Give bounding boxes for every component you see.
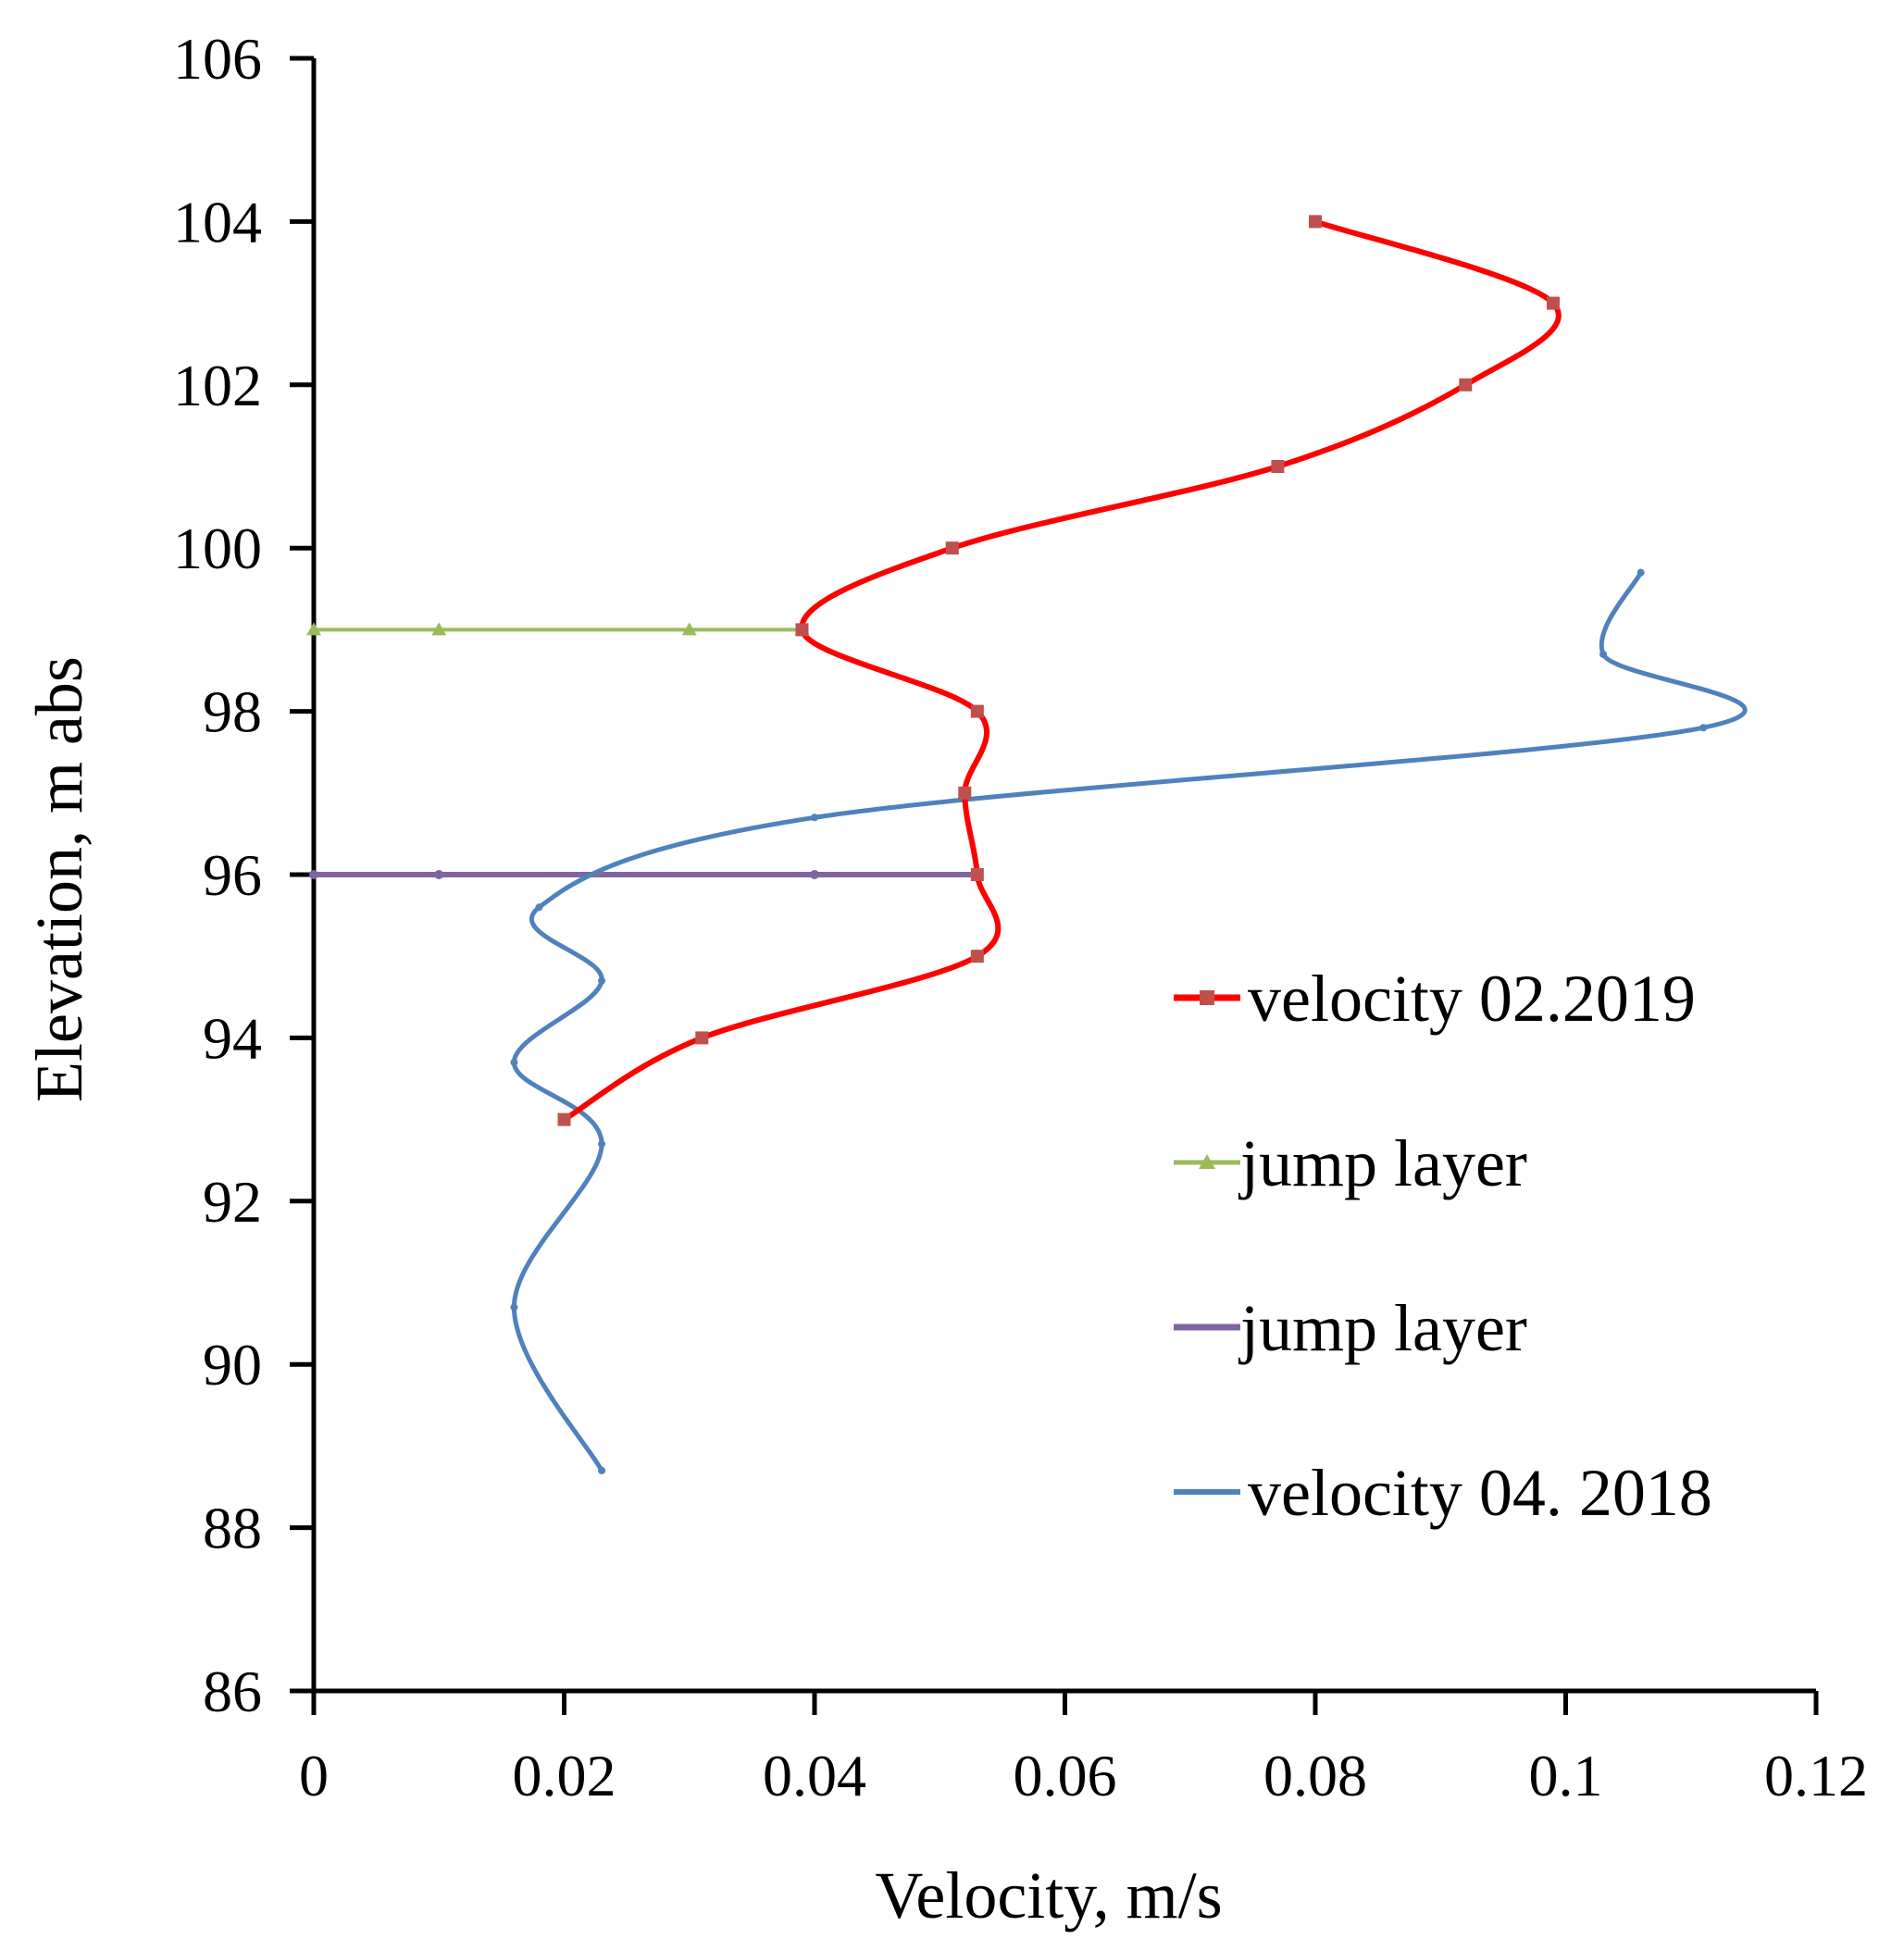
x-tick-label: 0.08 — [1263, 1743, 1367, 1808]
data-point — [510, 1303, 518, 1311]
x-axis-ticks: 0 0.02 0.04 0.06 0.08 0.1 0.12 — [299, 1691, 1868, 1808]
data-point — [970, 950, 984, 963]
data-point — [1546, 296, 1560, 310]
y-axis-ticks: 86 88 90 92 94 96 98 100 102 104 106 — [173, 26, 314, 1724]
data-point — [431, 622, 447, 636]
data-point — [309, 870, 318, 879]
data-point — [1309, 215, 1322, 229]
data-point — [795, 623, 809, 637]
data-point — [557, 1112, 571, 1126]
series-layer — [306, 215, 1748, 1474]
data-point — [811, 814, 818, 822]
data-point — [598, 1140, 606, 1149]
y-axis-title: Elevation, m abs — [22, 656, 96, 1102]
data-point — [681, 622, 697, 636]
x-tick-label: 0.06 — [1014, 1743, 1117, 1808]
x-tick-label: 0 — [299, 1743, 329, 1808]
y-tick-label: 96 — [203, 842, 262, 908]
legend: velocity 02.2019 jump layer jump layer v… — [1174, 962, 1712, 1530]
data-point — [1636, 568, 1645, 577]
x-tick-label: 0.12 — [1764, 1743, 1868, 1808]
data-point — [1699, 724, 1708, 732]
y-tick-label: 98 — [203, 679, 262, 745]
data-point — [970, 868, 984, 881]
data-point — [810, 870, 819, 879]
legend-marker — [1199, 1154, 1215, 1169]
series-1 — [306, 622, 810, 636]
legend-marker — [1200, 990, 1214, 1005]
data-point — [970, 704, 984, 718]
data-point — [695, 1031, 709, 1045]
data-point — [598, 976, 606, 985]
series-3 — [510, 568, 1748, 1474]
x-tick-label: 0.02 — [513, 1743, 616, 1808]
y-tick-label: 86 — [203, 1659, 262, 1724]
legend-item: velocity 02.2019 — [1174, 962, 1696, 1036]
legend-label: jump layer — [1238, 1126, 1527, 1200]
series-line — [511, 570, 1748, 1473]
x-tick-label: 0.1 — [1529, 1743, 1603, 1808]
data-point — [945, 541, 959, 555]
data-point — [434, 870, 444, 879]
data-point — [598, 1466, 606, 1474]
legend-label: jump layer — [1238, 1291, 1527, 1365]
series-0 — [557, 215, 1562, 1126]
x-tick-label: 0.04 — [763, 1743, 866, 1808]
legend-label: velocity 04. 2018 — [1248, 1456, 1712, 1530]
data-point — [958, 786, 972, 800]
series-2 — [309, 870, 982, 879]
legend-item: jump layer — [1174, 1291, 1527, 1365]
data-point — [510, 1058, 518, 1066]
legend-item: jump layer — [1174, 1126, 1527, 1200]
y-tick-label: 92 — [203, 1169, 262, 1235]
y-tick-label: 100 — [173, 516, 262, 581]
y-tick-label: 88 — [203, 1496, 262, 1561]
y-tick-label: 104 — [173, 189, 262, 255]
y-tick-label: 94 — [203, 1005, 262, 1071]
data-point — [1459, 378, 1473, 391]
data-point — [535, 903, 543, 912]
x-axis-title: Velocity, m/s — [875, 1858, 1222, 1932]
data-point — [306, 622, 321, 636]
legend-label: velocity 02.2019 — [1248, 962, 1696, 1036]
y-tick-label: 102 — [173, 353, 262, 418]
y-tick-label: 90 — [203, 1332, 262, 1398]
data-point — [1599, 650, 1608, 658]
data-point — [1271, 460, 1285, 473]
y-tick-label: 106 — [173, 26, 262, 92]
legend-item: velocity 04. 2018 — [1174, 1456, 1712, 1530]
